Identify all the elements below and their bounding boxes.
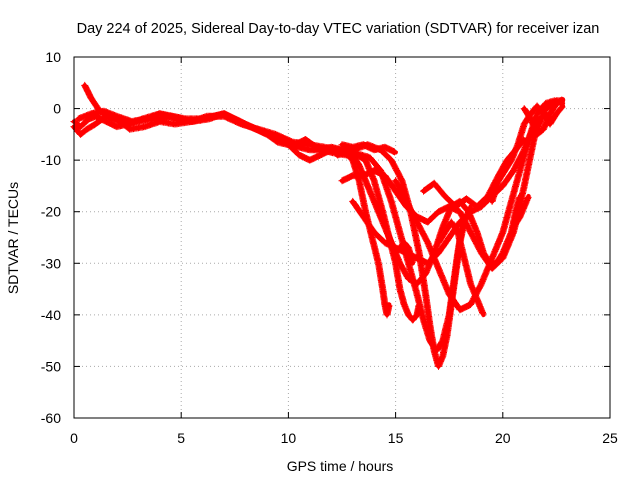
series-markers xyxy=(338,141,398,156)
y-tick-label: -50 xyxy=(41,358,61,374)
chart-title: Day 224 of 2025, Sidereal Day-to-day VTE… xyxy=(77,21,600,37)
x-tick-label: 10 xyxy=(281,430,297,446)
series-trace xyxy=(76,108,473,369)
series-track-1 xyxy=(70,110,393,319)
series-markers xyxy=(488,102,566,205)
plot-frame xyxy=(73,56,611,419)
x-tick-label: 5 xyxy=(177,430,185,446)
series-track-12 xyxy=(435,218,487,318)
x-ticks: 0 5 10 15 20 25 xyxy=(70,57,618,446)
series-markers xyxy=(74,107,474,370)
series-markers xyxy=(327,146,524,288)
series-track-11 xyxy=(520,96,566,138)
data-layer xyxy=(70,81,566,370)
series-markers xyxy=(520,96,566,138)
x-tick-label: 25 xyxy=(602,430,618,446)
y-tick-label: -10 xyxy=(41,152,61,168)
series-markers xyxy=(383,228,416,266)
series-track-15 xyxy=(338,141,398,156)
x-tick-label: 20 xyxy=(495,430,511,446)
series-track-14 xyxy=(383,228,416,266)
y-tick-label: -30 xyxy=(41,255,61,271)
y-ticks: 10 0 -10 -20 -30 -40 -50 -60 xyxy=(41,49,610,426)
series-markers xyxy=(70,110,393,319)
grid xyxy=(74,57,610,418)
series-trace xyxy=(71,111,465,354)
x-tick-label: 0 xyxy=(70,430,78,446)
x-tick-label: 15 xyxy=(388,430,404,446)
x-axis-label: GPS time / hours xyxy=(287,458,394,474)
y-tick-label: -40 xyxy=(41,307,61,323)
series-track-4 xyxy=(74,107,474,370)
y-axis-label: SDTVAR / TECUs xyxy=(5,182,21,294)
y-tick-label: 10 xyxy=(45,49,61,65)
y-tick-label: -60 xyxy=(41,410,61,426)
series-markers xyxy=(510,193,532,231)
series-track-13 xyxy=(510,193,532,231)
y-tick-label: 0 xyxy=(53,101,61,117)
y-tick-label: -20 xyxy=(41,204,61,220)
series-track-7 xyxy=(327,146,524,288)
series-markers xyxy=(70,110,466,355)
series-track-3 xyxy=(70,110,466,355)
series-markers xyxy=(435,218,487,318)
